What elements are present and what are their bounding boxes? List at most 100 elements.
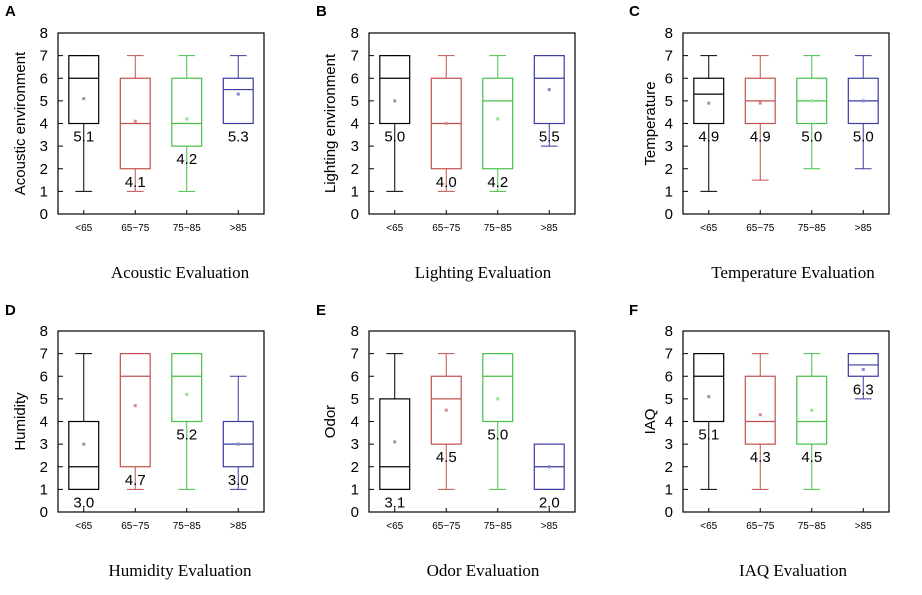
x-tick-label: >85 [541, 223, 558, 234]
mean-label: 3.0 [73, 494, 94, 511]
mean-label: 5.0 [384, 129, 405, 146]
x-tick-label: >85 [855, 521, 872, 532]
mean-marker [444, 122, 448, 125]
mean-marker [82, 442, 86, 446]
mean-label: 4.5 [801, 449, 822, 466]
y-tick-label: 3 [351, 436, 359, 453]
y-tick-label: 3 [40, 436, 48, 453]
mean-marker [496, 117, 500, 121]
box-iqr [744, 375, 776, 445]
mean-label: 3.1 [384, 494, 405, 511]
y-tick-label: 1 [40, 481, 48, 498]
mean-marker [861, 99, 865, 103]
y-tick-label: 3 [40, 138, 48, 155]
x-tick-label: <65 [75, 223, 92, 234]
y-tick-label: 4 [351, 414, 359, 431]
x-tick-label: >85 [855, 223, 872, 234]
y-tick-label: 2 [665, 459, 673, 476]
y-tick-label: 5 [665, 93, 673, 110]
mean-marker [707, 395, 711, 399]
mean-label: 5.0 [487, 427, 508, 444]
mean-marker [236, 92, 240, 96]
box-iqr [68, 420, 100, 490]
y-tick-label: 0 [40, 206, 48, 223]
x-tick-label: 75~85 [173, 521, 202, 532]
mean-marker [861, 367, 865, 371]
x-tick-label: <65 [700, 521, 717, 532]
panel-caption: Humidity Evaluation [108, 561, 252, 580]
y-tick-label: 7 [40, 48, 48, 65]
x-tick-label: 65~75 [432, 223, 461, 234]
y-tick-label: 7 [351, 346, 359, 363]
y-tick-label: 7 [40, 346, 48, 363]
y-tick-label: 3 [665, 436, 673, 453]
y-axis-label: IAQ [642, 409, 659, 435]
mean-marker [393, 99, 397, 103]
mean-label: 5.3 [228, 129, 249, 146]
box-iqr [171, 353, 203, 423]
panel-a: A Acoustic environment 0 1 2 3 4 5 6 7 8 <65 5.1 65~7… [5, 3, 265, 282]
y-tick-label: 2 [351, 161, 359, 178]
panel-letter: D [5, 302, 16, 319]
y-tick-label: 1 [665, 183, 673, 200]
mean-marker [547, 465, 551, 469]
y-tick-label: 5 [40, 93, 48, 110]
box-iqr [693, 77, 725, 125]
y-tick-label: 4 [665, 414, 673, 431]
y-tick-label: 3 [351, 138, 359, 155]
panel-letter: E [316, 302, 326, 319]
x-tick-label: 75~85 [484, 223, 513, 234]
mean-label: 4.2 [176, 151, 197, 168]
y-tick-label: 8 [40, 25, 48, 42]
y-tick-label: 2 [40, 459, 48, 476]
mean-label: 5.1 [698, 427, 719, 444]
y-axis-label: Lighting environment [322, 53, 339, 193]
x-tick-label: 65~75 [746, 521, 775, 532]
y-tick-label: 8 [665, 323, 673, 340]
x-tick-label: 75~85 [484, 521, 513, 532]
mean-marker [444, 408, 448, 412]
mean-marker [393, 440, 397, 444]
panel-caption: Odor Evaluation [427, 561, 540, 580]
mean-marker [133, 119, 137, 123]
mean-marker [758, 101, 762, 105]
y-tick-label: 2 [665, 161, 673, 178]
y-tick-label: 4 [351, 116, 359, 133]
mean-label: 3.0 [228, 472, 249, 489]
x-tick-label: 65~75 [746, 223, 775, 234]
x-tick-label: 65~75 [121, 223, 150, 234]
mean-label: 6.3 [853, 381, 874, 398]
y-tick-label: 6 [351, 368, 359, 385]
panel-letter: F [629, 302, 638, 319]
y-tick-label: 4 [40, 414, 48, 431]
x-tick-label: 75~85 [173, 223, 202, 234]
panel-letter: B [316, 3, 327, 20]
mean-marker [810, 408, 814, 412]
x-tick-label: 65~75 [432, 521, 461, 532]
mean-label: 4.9 [750, 129, 771, 146]
y-tick-label: 8 [40, 323, 48, 340]
y-tick-label: 5 [351, 93, 359, 110]
panel-caption: IAQ Evaluation [739, 561, 848, 580]
y-tick-label: 0 [351, 206, 359, 223]
y-tick-label: 4 [40, 116, 48, 133]
x-tick-label: <65 [700, 223, 717, 234]
mean-label: 5.0 [801, 129, 822, 146]
y-tick-label: 7 [665, 48, 673, 65]
mean-label: 4.0 [436, 174, 457, 191]
x-tick-label: >85 [230, 223, 247, 234]
mean-marker [547, 88, 551, 92]
y-tick-label: 1 [351, 183, 359, 200]
y-axis-label: Acoustic environment [12, 51, 29, 195]
y-tick-label: 6 [40, 368, 48, 385]
y-tick-label: 7 [351, 48, 359, 65]
mean-label: 4.2 [487, 174, 508, 191]
y-tick-label: 2 [351, 459, 359, 476]
y-tick-label: 8 [351, 323, 359, 340]
mean-marker [810, 99, 814, 103]
mean-marker [185, 117, 189, 121]
y-tick-label: 7 [665, 346, 673, 363]
y-axis-label: Temperature [642, 81, 659, 165]
panel-caption: Temperature Evaluation [711, 263, 875, 282]
mean-marker [496, 397, 500, 401]
